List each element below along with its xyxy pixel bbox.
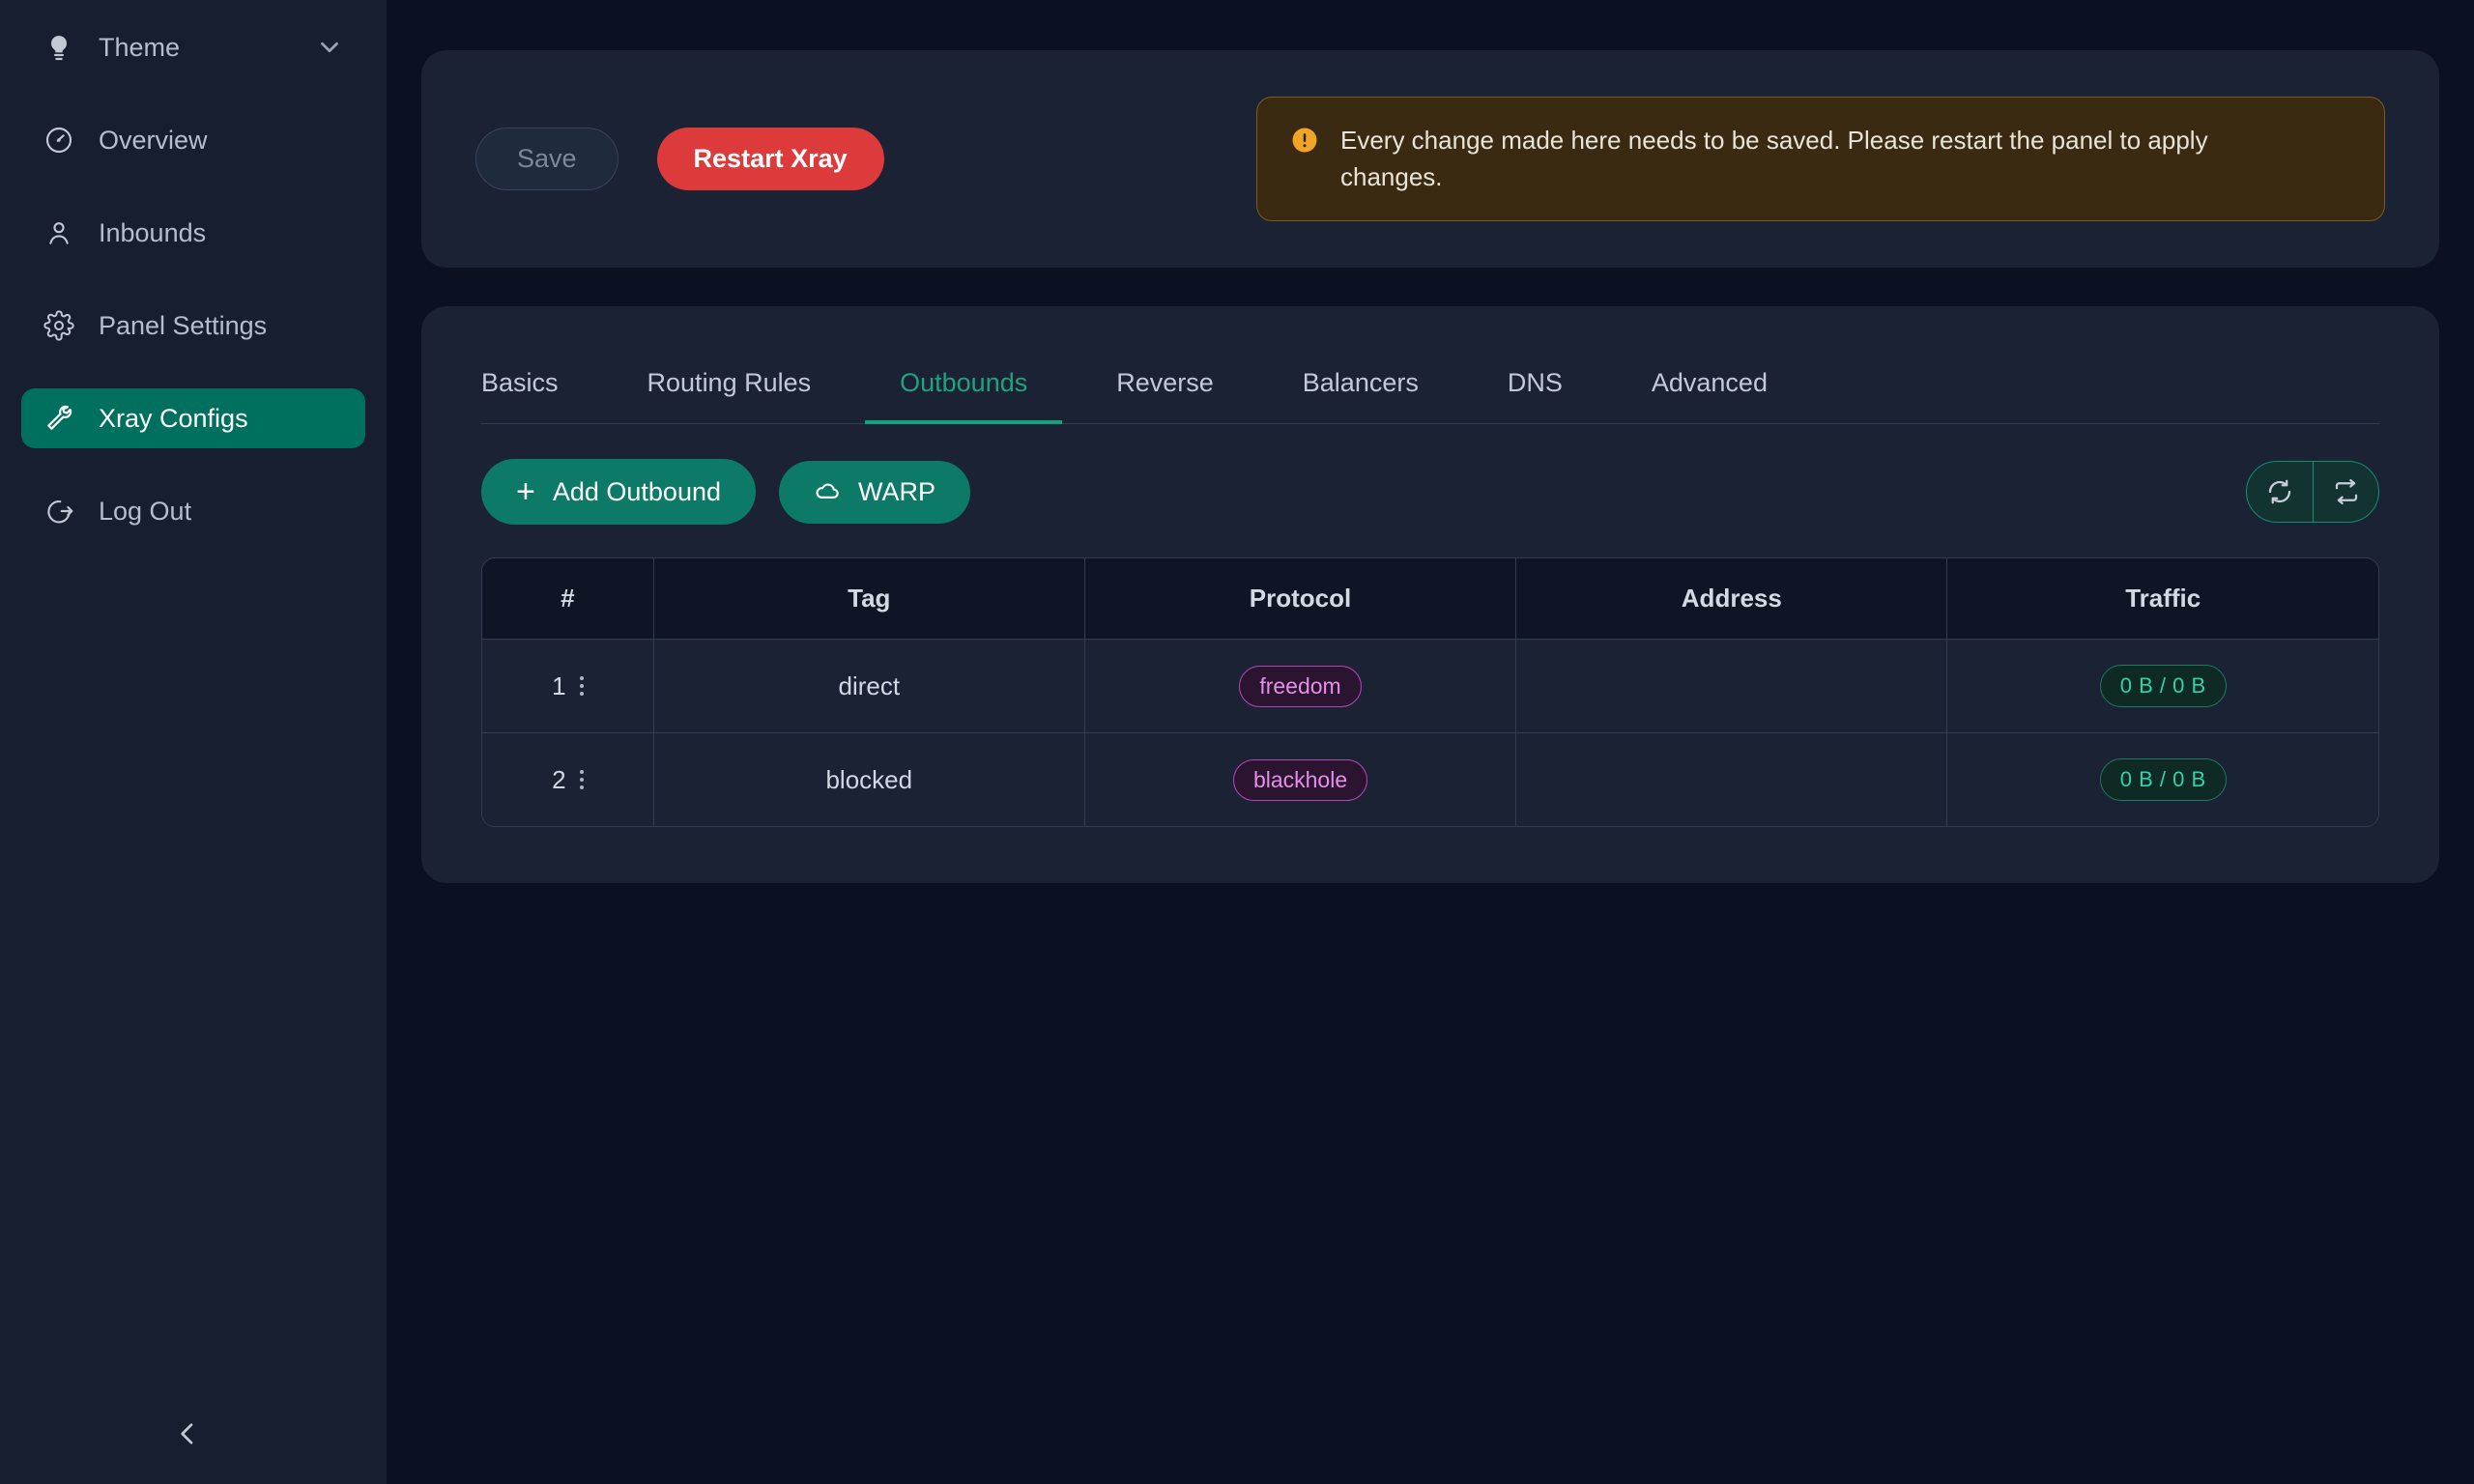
logout-icon <box>43 495 75 528</box>
tab-advanced[interactable]: Advanced <box>1651 368 1768 398</box>
protocol-badge: blackhole <box>1232 758 1368 801</box>
tab-reverse[interactable]: Reverse <box>1116 368 1214 398</box>
sidebar-spacer <box>0 356 387 388</box>
wrench-icon <box>43 402 75 435</box>
row-number-cell: 1 <box>482 639 654 734</box>
outbounds-table: # Tag Protocol Address Traffic 1 <box>482 558 2378 827</box>
sidebar-spacer <box>0 170 387 203</box>
sidebar-item-panel-settings[interactable]: Panel Settings <box>21 296 365 356</box>
sidebar-spacer <box>0 77 387 110</box>
repeat-icon[interactable] <box>2313 462 2378 523</box>
sidebar-item-label: Inbounds <box>99 217 207 247</box>
traffic-badge: 0 B / 0 B <box>2099 665 2227 708</box>
sidebar-item-xray-configs[interactable]: Xray Configs <box>21 388 365 448</box>
plus-icon: + <box>516 473 535 511</box>
sidebar-item-theme[interactable]: Theme <box>21 17 365 77</box>
protocol-badge: freedom <box>1239 665 1362 707</box>
row-address-cell <box>1515 732 1948 827</box>
xray-config-card: Basics Routing Rules Outbounds Reverse B… <box>421 306 2439 884</box>
sidebar-item-inbounds[interactable]: Inbounds <box>21 203 365 263</box>
chevron-down-icon[interactable] <box>315 33 344 62</box>
chevron-left-icon <box>172 1418 203 1449</box>
sidebar-item-label: Panel Settings <box>99 310 268 340</box>
tab-dns[interactable]: DNS <box>1507 368 1563 398</box>
sidebar-collapse-button[interactable] <box>0 1418 387 1449</box>
row-protocol-cell: freedom <box>1084 639 1517 734</box>
row-tag-cell: blocked <box>653 732 1085 827</box>
warp-label: WARP <box>858 476 936 506</box>
sidebar-item-overview[interactable]: Overview <box>21 110 365 170</box>
add-outbound-label: Add Outbound <box>552 476 722 506</box>
restart-xray-button[interactable]: Restart Xray <box>656 128 884 191</box>
sidebar-item-label: Theme <box>99 32 181 62</box>
row-index: 1 <box>552 671 566 700</box>
cloud-icon <box>814 478 841 505</box>
table-row[interactable]: 2 blocked blackhole 0 B / 0 B <box>482 732 2378 827</box>
row-address-cell <box>1515 639 1948 734</box>
warp-button[interactable]: WARP <box>779 460 971 524</box>
row-menu-icon[interactable] <box>579 676 584 697</box>
column-header-number: # <box>482 558 654 641</box>
save-warning-alert: Every change made here needs to be saved… <box>1256 97 2385 222</box>
column-header-traffic: Traffic <box>1946 558 2378 641</box>
tab-routing-rules[interactable]: Routing Rules <box>647 368 812 398</box>
sidebar-item-label: Log Out <box>99 496 192 526</box>
outbounds-toolbar: + Add Outbound WARP <box>481 459 2379 526</box>
column-header-protocol: Protocol <box>1084 558 1517 641</box>
exclamation-circle-icon <box>1290 126 1319 155</box>
outbounds-table-wrapper: # Tag Protocol Address Traffic 1 <box>481 557 2379 828</box>
user-icon <box>43 216 75 249</box>
row-tag-cell: direct <box>653 639 1085 734</box>
table-row[interactable]: 1 direct freedom 0 B / 0 B <box>482 639 2378 734</box>
main-content: Save Restart Xray Every change made here… <box>387 0 2474 1484</box>
tab-basics[interactable]: Basics <box>481 368 559 398</box>
table-head: # Tag Protocol Address Traffic <box>482 558 2378 641</box>
refresh-icon[interactable] <box>2247 462 2313 522</box>
row-number-cell: 2 <box>482 732 654 827</box>
alert-message: Every change made here needs to be saved… <box>1340 126 2208 191</box>
row-protocol-cell: blackhole <box>1084 732 1517 827</box>
sidebar-item-log-out[interactable]: Log Out <box>21 481 365 541</box>
sidebar-item-label: Xray Configs <box>99 403 248 433</box>
row-traffic-cell: 0 B / 0 B <box>1946 639 2378 734</box>
row-menu-icon[interactable] <box>579 770 584 790</box>
table-action-group <box>2246 461 2379 524</box>
sidebar-item-label: Overview <box>99 125 208 155</box>
traffic-badge: 0 B / 0 B <box>2099 758 2227 802</box>
gauge-icon <box>43 124 75 157</box>
table-header-row: # Tag Protocol Address Traffic <box>482 558 2378 641</box>
tab-outbounds[interactable]: Outbounds <box>865 351 1063 425</box>
bulb-icon <box>43 31 75 64</box>
sidebar-spacer <box>0 448 387 481</box>
column-header-address: Address <box>1515 558 1948 641</box>
add-outbound-button[interactable]: + Add Outbound <box>481 459 757 526</box>
sidebar: Theme Overview <box>0 0 387 1484</box>
tab-balancers[interactable]: Balancers <box>1302 368 1419 398</box>
save-button[interactable]: Save <box>475 128 618 191</box>
row-index: 2 <box>552 764 566 794</box>
table-body: 1 direct freedom 0 B / 0 B <box>482 639 2378 827</box>
gear-icon <box>43 309 75 342</box>
row-traffic-cell: 0 B / 0 B <box>1946 732 2378 827</box>
sidebar-spacer <box>0 263 387 296</box>
config-tabs: Basics Routing Rules Outbounds Reverse B… <box>481 351 2379 425</box>
action-bar-card: Save Restart Xray Every change made here… <box>421 50 2439 269</box>
column-header-tag: Tag <box>653 558 1085 641</box>
